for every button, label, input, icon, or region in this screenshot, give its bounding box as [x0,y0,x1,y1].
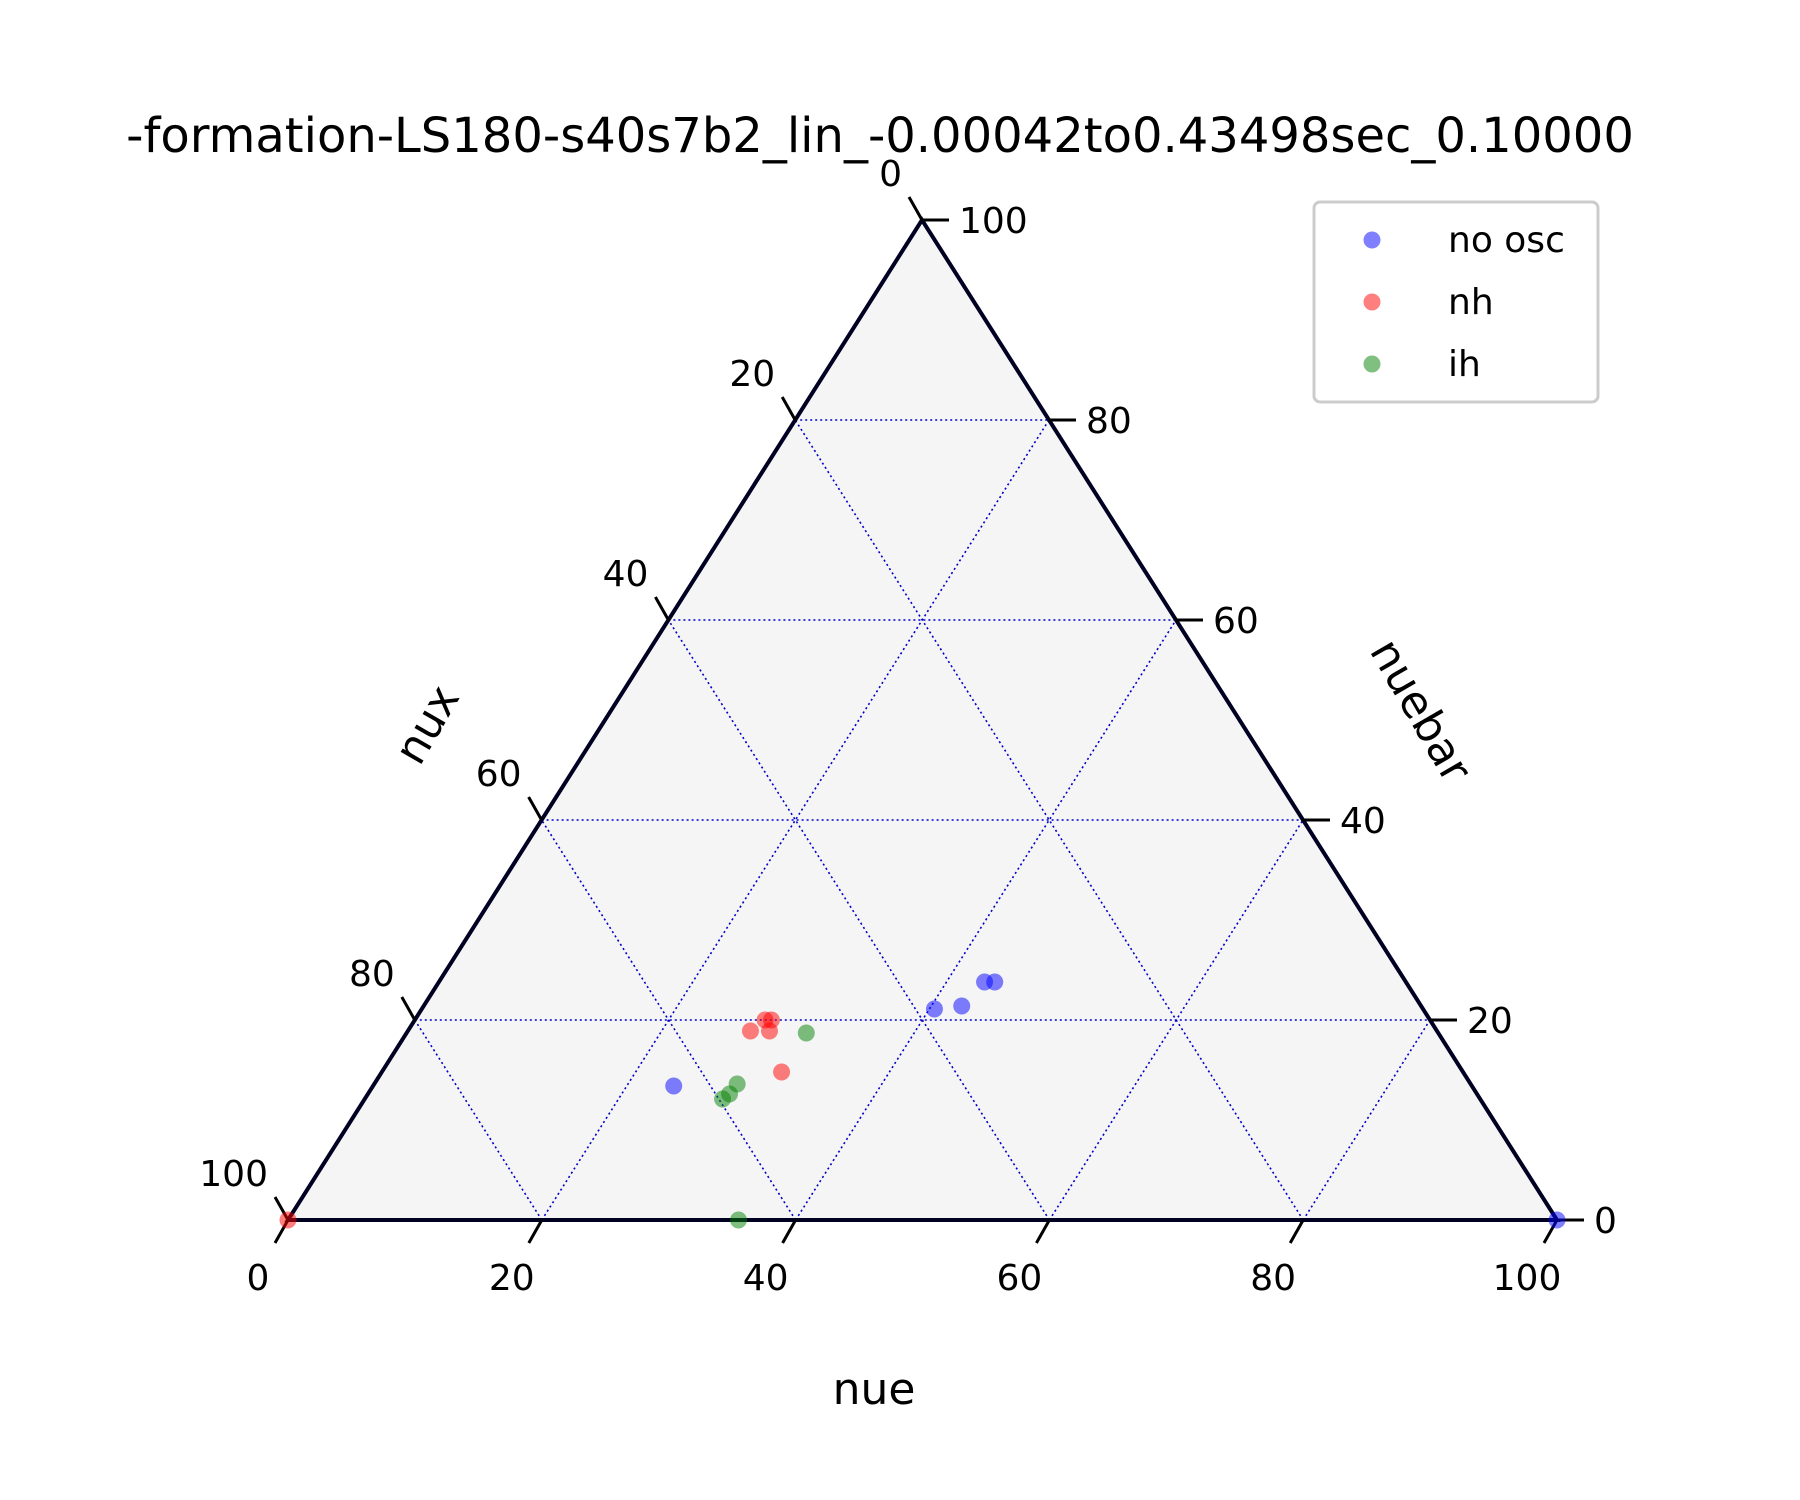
legend-label: nh [1448,282,1494,323]
data-point [279,1211,297,1229]
chart-title: -formation-LS180-s40s7b2_lin_-0.00042to0… [126,108,1634,164]
left-tick [780,396,797,421]
legend-marker [1363,231,1381,249]
triangle-border [284,216,1561,1222]
bottom-tick-label: 60 [996,1258,1042,1299]
bottom-tick [781,1219,797,1244]
bottom-tick-label: 80 [1250,1258,1296,1299]
right-tick-label: 60 [1213,601,1259,642]
grid-line-nux [540,819,797,1221]
legend-box [1312,200,1600,404]
right-tick-label: 20 [1467,1001,1513,1042]
data-point [760,1022,778,1040]
legend-label: no osc [1448,220,1565,261]
grid-lines [414,419,1431,1221]
bottom-axis-label: nue [833,1364,916,1415]
left-tick-label: 40 [603,554,649,595]
legend: no osc nh ih [1312,200,1600,404]
grid-line-nue [1048,819,1304,1221]
data-point [773,1063,791,1081]
left-tick-label: 100 [199,1154,268,1195]
bottom-tick [1035,1219,1051,1244]
data-point [925,1000,943,1018]
data-point [741,1022,759,1040]
left-tick [654,596,670,621]
bottom-tick-label: 40 [743,1258,789,1299]
left-tick [527,796,543,821]
data-point [729,1211,747,1229]
left-tick [907,196,924,221]
left-tick-label: 60 [476,754,522,795]
data-point [953,997,971,1015]
left-tick-label: 0 [879,154,902,195]
data-point [986,973,1004,991]
data-point [665,1077,683,1095]
left-tick-label: 80 [349,954,395,995]
grid-line-nux [667,619,1051,1221]
right-tick-label: 0 [1594,1201,1617,1242]
legend-marker [1363,293,1381,311]
grid-line-nue [794,619,1177,1221]
legend-label: ih [1448,344,1481,385]
right-tick-label: 100 [959,201,1028,242]
left-axis-label: nux [385,677,470,773]
data-point [714,1090,732,1108]
bottom-tick-label: 20 [489,1258,535,1299]
data-point [1548,1211,1566,1229]
right-tick-label: 40 [1340,801,1386,842]
right-axis-label: nuebar [1360,631,1483,792]
left-tick [400,996,417,1021]
bottom-tick-label: 100 [1493,1258,1562,1299]
bottom-tick-label: 0 [247,1258,270,1299]
right-tick-label: 80 [1086,401,1132,442]
data-points [279,973,1566,1229]
bottom-tick [527,1219,544,1244]
legend-marker [1363,355,1381,373]
data-point [797,1024,815,1042]
plot-area [288,220,1557,1220]
bottom-tick [1288,1219,1305,1244]
axis-ticks: 0 0 0 20 20 20 40 40 40 60 60 60 80 80 80 100 100 100 [199,154,1617,1299]
left-tick-label: 20 [729,354,775,395]
